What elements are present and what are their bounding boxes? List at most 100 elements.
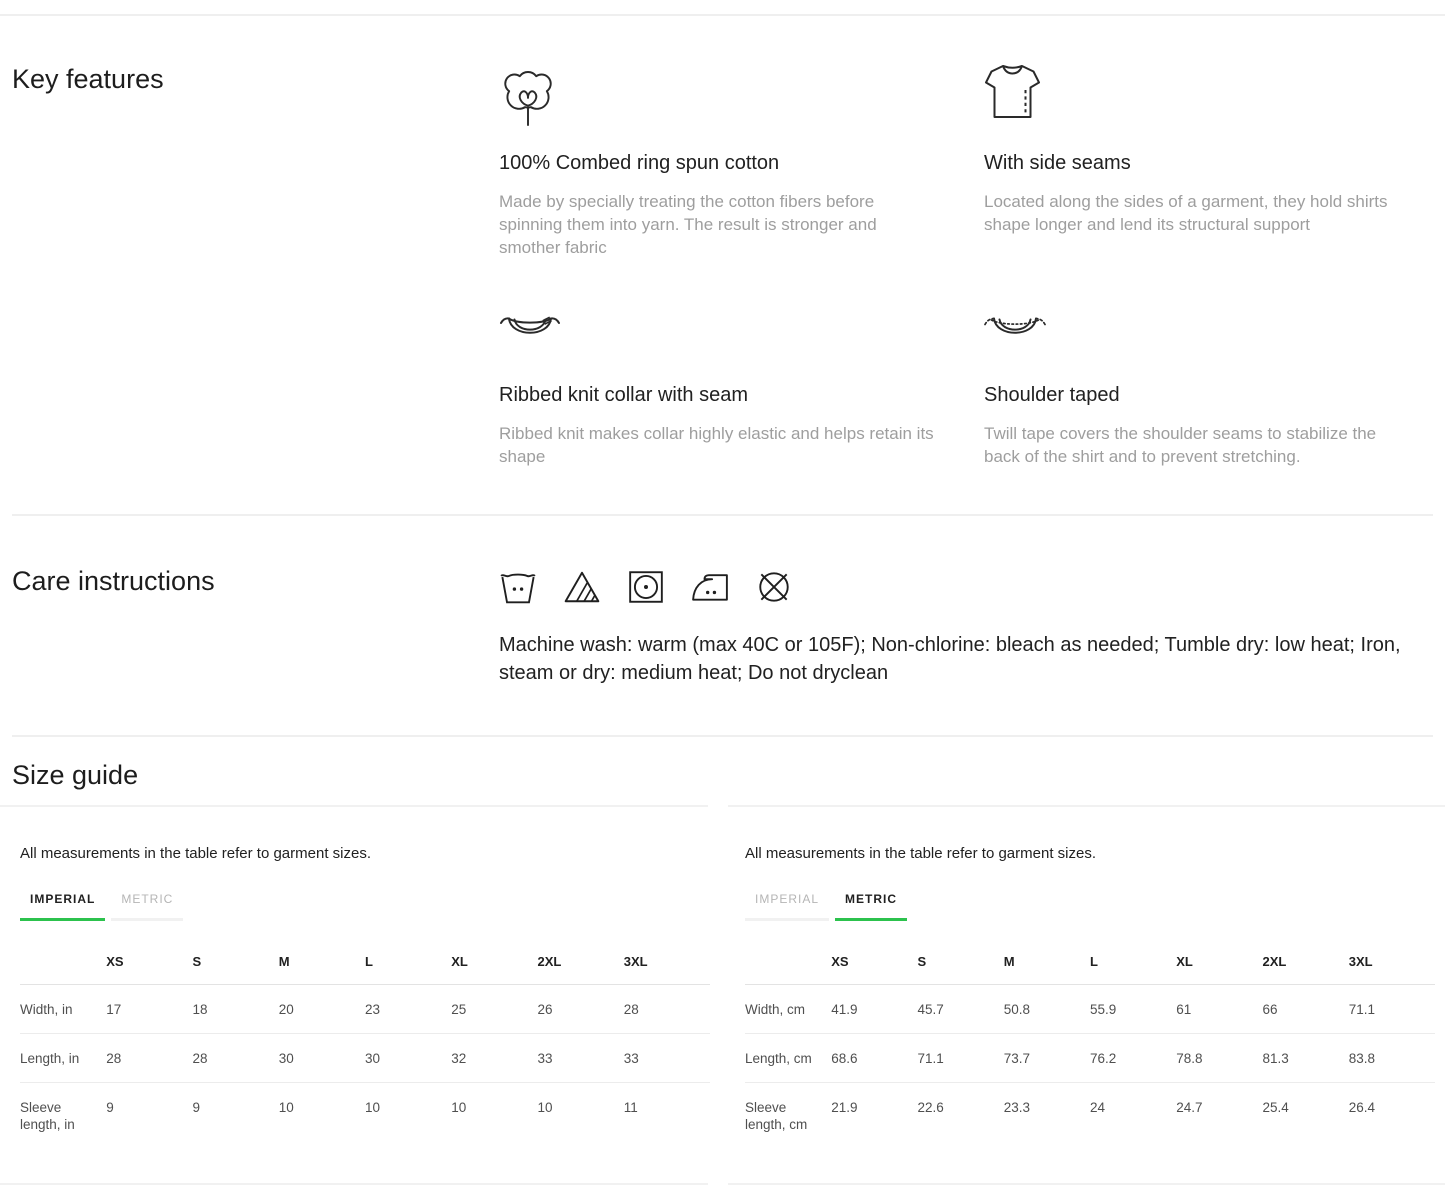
cell: 10 bbox=[365, 1100, 381, 1116]
care-instructions-section: Care instructions bbox=[12, 516, 1433, 735]
cell: 21.9 bbox=[831, 1100, 858, 1116]
cell: 28 bbox=[623, 985, 710, 1035]
cell: 10 bbox=[451, 1100, 467, 1116]
feature-description: Located along the sides of a garment, th… bbox=[984, 192, 1388, 234]
cotton-icon bbox=[499, 64, 940, 151]
column-header: XS bbox=[106, 921, 193, 986]
cell: 20 bbox=[278, 985, 365, 1035]
cell: 30 bbox=[365, 1034, 452, 1084]
column-header: L bbox=[1090, 921, 1177, 986]
cell: 9 bbox=[192, 1100, 201, 1116]
size-guide-title: Size guide bbox=[12, 760, 139, 790]
feature-ribbed-collar: Ribbed knit collar with seam Ribbed knit… bbox=[499, 313, 984, 468]
row-label: Sleeve length, in bbox=[20, 1100, 75, 1133]
column-header: S bbox=[917, 921, 1004, 986]
cell: 73.7 bbox=[1003, 1034, 1090, 1084]
column-header: M bbox=[278, 921, 365, 986]
row-label: Length, cm bbox=[745, 1034, 832, 1084]
column-header: XL bbox=[1176, 921, 1263, 986]
column-header: 3XL bbox=[1348, 921, 1435, 986]
machine-wash-warm-icon bbox=[500, 573, 536, 604]
column-header: 3XL bbox=[623, 921, 710, 986]
do-not-dryclean-icon bbox=[759, 572, 789, 602]
size-guide-panel-imperial: All measurements in the table refer to g… bbox=[0, 805, 710, 1185]
feature-title: Shoulder taped bbox=[984, 384, 1120, 406]
cell: 24 bbox=[1090, 1100, 1106, 1116]
care-instructions-text: Machine wash: warm (max 40C or 105F); No… bbox=[499, 634, 1401, 684]
cell: 33 bbox=[623, 1034, 710, 1084]
column-header: M bbox=[1003, 921, 1090, 986]
cell: 68.6 bbox=[831, 1034, 918, 1084]
feature-description: Ribbed knit makes collar highly elastic … bbox=[499, 424, 934, 466]
feature-combed-cotton: 100% Combed ring spun cotton Made by spe… bbox=[499, 64, 984, 259]
iron-medium-icon bbox=[692, 574, 728, 601]
cell: 32 bbox=[451, 1034, 538, 1084]
cell: 23.3 bbox=[1003, 1100, 1031, 1116]
feature-side-seams: With side seams Located along the sides … bbox=[984, 64, 1433, 259]
cell: 9 bbox=[106, 1100, 114, 1116]
cell: 30 bbox=[278, 1034, 365, 1084]
feature-title: Ribbed knit collar with seam bbox=[499, 384, 748, 406]
cell: 61 bbox=[1176, 985, 1263, 1035]
cell: 66 bbox=[1262, 985, 1349, 1035]
column-header bbox=[20, 921, 107, 986]
care-instructions-title: Care instructions bbox=[12, 566, 215, 596]
tab-imperial[interactable]: IMPERIAL bbox=[20, 892, 106, 922]
cell: 25.4 bbox=[1262, 1100, 1289, 1116]
care-icons-row bbox=[499, 566, 1433, 608]
tab-imperial[interactable]: IMPERIAL bbox=[745, 892, 830, 922]
features-grid: 100% Combed ring spun cotton Made by spe… bbox=[499, 64, 1433, 468]
column-header: 2XL bbox=[537, 921, 624, 986]
row-label: Length, in bbox=[20, 1034, 107, 1084]
size-table-metric: XS S M L XL 2XL 3XL Width, cm 41.9 45.7 … bbox=[745, 921, 1435, 1148]
measurements-note: All measurements in the table refer to g… bbox=[745, 845, 1096, 863]
feature-description: Made by specially treating the cotton fi… bbox=[499, 192, 877, 257]
cell: 28 bbox=[192, 1034, 279, 1084]
cell: 83.8 bbox=[1348, 1034, 1435, 1084]
key-features-title: Key features bbox=[12, 64, 164, 94]
cell: 71.1 bbox=[1348, 985, 1435, 1035]
size-guide-cards: All measurements in the table refer to g… bbox=[0, 805, 1445, 1185]
cell: 33 bbox=[537, 1034, 624, 1084]
feature-title: With side seams bbox=[984, 152, 1131, 174]
cell: 41.9 bbox=[831, 985, 918, 1035]
cell: 10 bbox=[537, 1100, 553, 1116]
ribbed-collar-icon bbox=[499, 313, 940, 383]
row-label: Sleeve length, cm bbox=[745, 1100, 808, 1133]
top-divider bbox=[0, 14, 1445, 16]
row-label: Width, in bbox=[20, 985, 107, 1035]
column-header: XL bbox=[451, 921, 538, 986]
cell: 45.7 bbox=[917, 985, 1004, 1035]
cell: 26.4 bbox=[1348, 1100, 1376, 1116]
cell: 23 bbox=[365, 985, 452, 1035]
section-divider bbox=[12, 735, 1433, 737]
tshirt-side-seam-icon bbox=[984, 64, 1389, 151]
cell: 24.7 bbox=[1176, 1100, 1203, 1116]
cell: 28 bbox=[106, 1034, 193, 1084]
tab-metric[interactable]: METRIC bbox=[111, 892, 184, 922]
unit-tabs: IMPERIAL METRIC bbox=[20, 892, 708, 922]
feature-description: Twill tape covers the shoulder seams to … bbox=[984, 424, 1377, 466]
cell: 50.8 bbox=[1003, 985, 1090, 1035]
cell: 10 bbox=[278, 1100, 294, 1116]
cell: 55.9 bbox=[1090, 985, 1177, 1035]
cell: 78.8 bbox=[1176, 1034, 1263, 1084]
section-divider bbox=[12, 514, 1433, 516]
column-header: XS bbox=[831, 921, 918, 986]
cell: 18 bbox=[192, 985, 279, 1035]
cell: 25 bbox=[451, 985, 538, 1035]
size-table-imperial: XS S M L XL 2XL 3XL Width, in 17 18 20 2… bbox=[20, 921, 710, 1148]
shoulder-tape-icon bbox=[984, 313, 1389, 383]
column-header: S bbox=[192, 921, 279, 986]
tumble-dry-low-icon bbox=[629, 571, 663, 603]
feature-title: 100% Combed ring spun cotton bbox=[499, 152, 780, 174]
unit-tabs: IMPERIAL METRIC bbox=[745, 892, 1435, 922]
cell: 26 bbox=[537, 985, 624, 1035]
cell: 81.3 bbox=[1262, 1034, 1349, 1084]
cell: 22.6 bbox=[917, 1100, 944, 1116]
column-header: L bbox=[365, 921, 452, 986]
cell: 11 bbox=[623, 1100, 638, 1116]
size-guide-panel-metric: All measurements in the table refer to g… bbox=[728, 805, 1445, 1185]
column-header bbox=[745, 921, 832, 986]
tab-metric[interactable]: METRIC bbox=[835, 892, 908, 922]
